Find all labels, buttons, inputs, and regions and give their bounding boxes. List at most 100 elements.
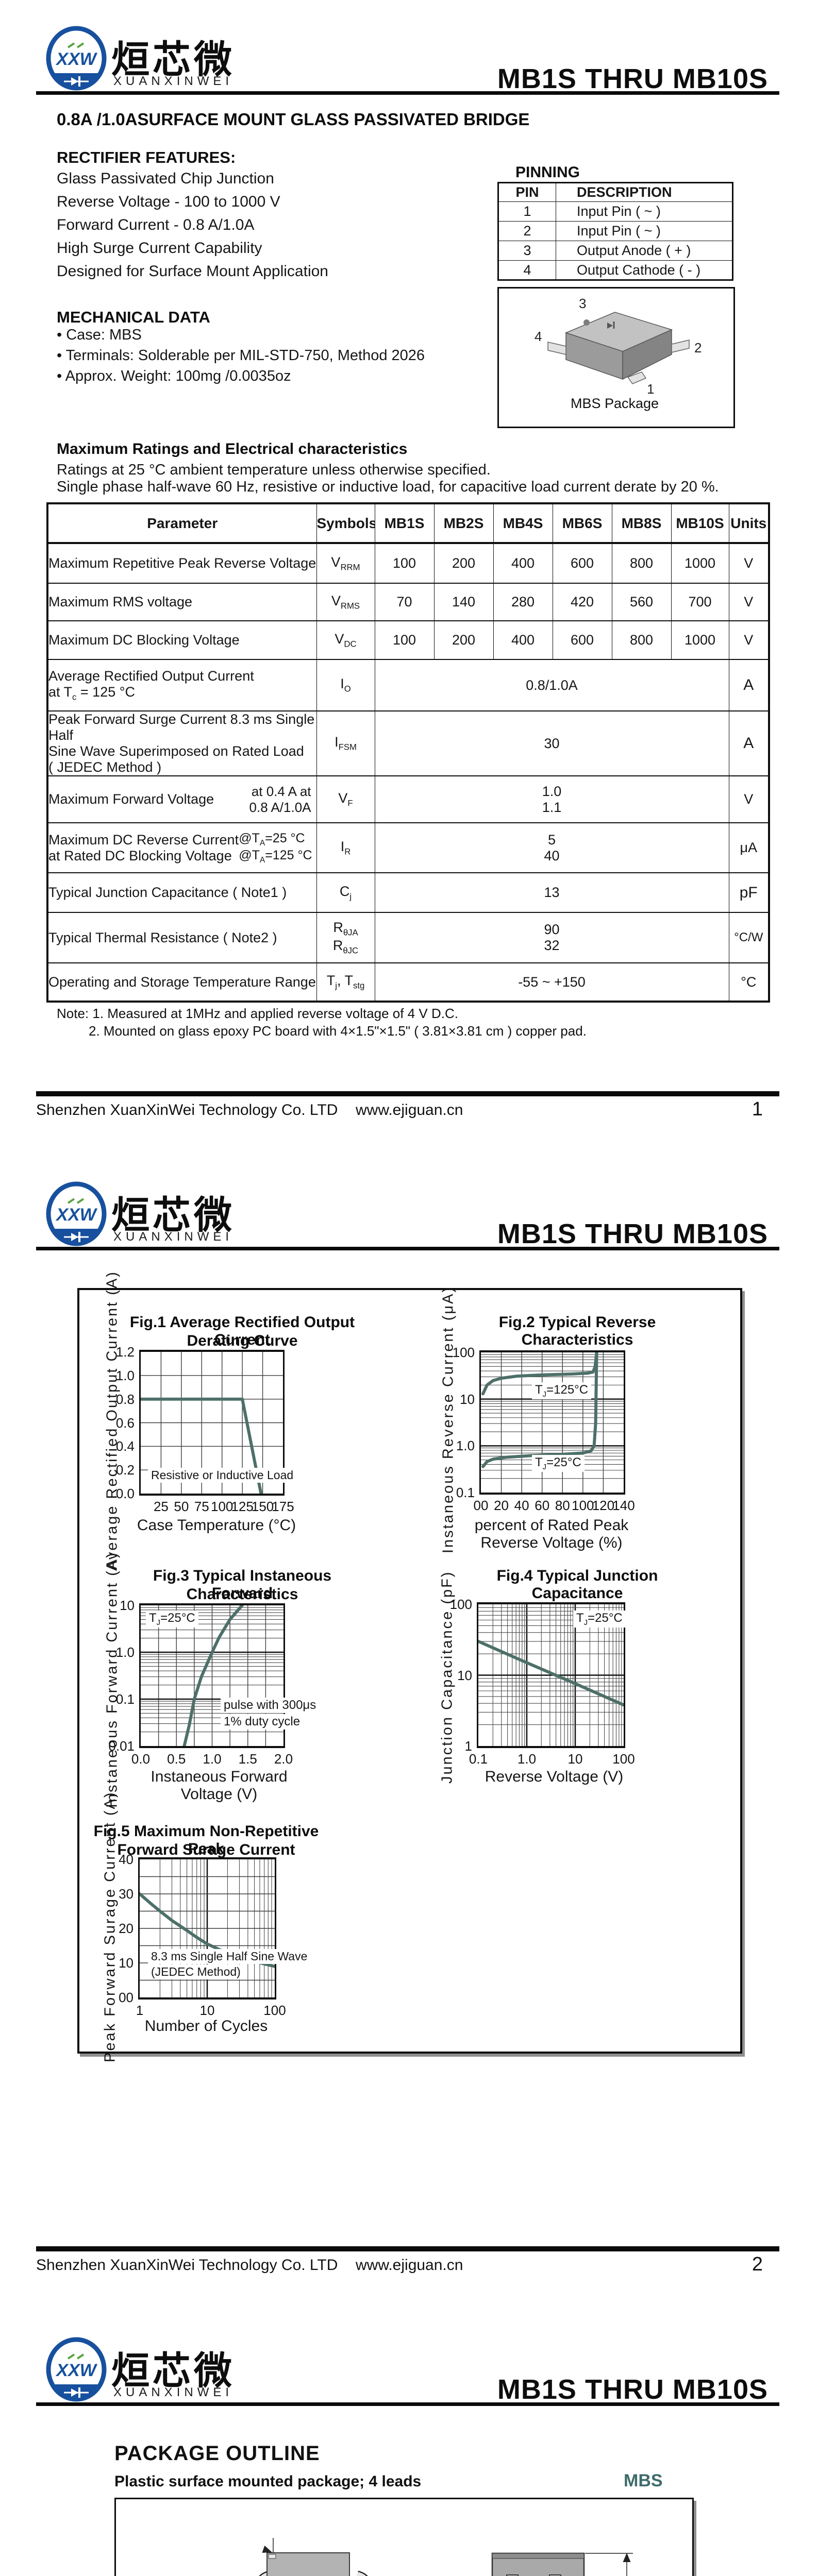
row-vf: Maximum Forward Voltage at 0.4 A at 0.8 A… (47, 775, 770, 823)
page-title: MB1S THRU MB10S (497, 1218, 768, 1249)
end-view-drawing (491, 2552, 633, 2576)
fig1-title: Fig.1 Average Rectified Output Current (129, 1314, 355, 1348)
param: Maximum DC Reverse Current at Rated DC Bl… (47, 822, 317, 873)
fig4-annotation-tj: TJ=25°C (573, 1611, 626, 1628)
footer-website[interactable]: www.ejiguan.cn (356, 2257, 463, 2274)
col-header: Parameter (47, 503, 317, 544)
feature-item: Designed for Surface Mount Application (57, 263, 328, 280)
fig4-xlabel: Reverse Voltage (V) (485, 1768, 624, 1785)
tick-label: 0.2 (115, 1462, 135, 1478)
fig3-title2: Characteristics (186, 1586, 298, 1603)
symbol: Cj (316, 872, 375, 913)
tick-label: 0.0 (131, 1751, 151, 1767)
feature-item: Forward Current - 0.8 A/1.0A (57, 216, 255, 233)
tick-label: 10 (199, 2003, 215, 2018)
mechanical-data-heading: MECHANICAL DATA (57, 308, 210, 326)
row-cj: Typical Junction Capacitance ( Note1 ) C… (47, 872, 770, 913)
brand-name-cn: 烜芯微 (111, 38, 235, 81)
tick-label: 0.1 (469, 1751, 488, 1767)
symbol: IFSM (316, 710, 375, 776)
fig2-series-tj125 (481, 1351, 598, 1396)
row-ir: Maximum DC Reverse Current at Rated DC Bl… (47, 822, 770, 873)
fig3-annotation-tj: TJ=25°C (146, 1611, 198, 1628)
footer-page-number: 2 (752, 2253, 763, 2275)
tick-label: 1.2 (115, 1344, 135, 1360)
header-rule (36, 1247, 779, 1250)
value: 70 (374, 583, 435, 621)
company-logo: XXW 烜芯微 XUANXINWEI (45, 2337, 241, 2405)
feature-item: Glass Passivated Chip Junction (57, 170, 274, 187)
lead-pin2 (671, 340, 690, 353)
value: 400 (493, 620, 553, 660)
fig2-annotation-cold: TJ=25°C (532, 1455, 585, 1472)
tick-label: 0.1 (115, 1691, 135, 1707)
unit: V (728, 620, 770, 660)
col-header: Symbols (316, 503, 375, 544)
unit: °C (728, 962, 770, 1002)
col-header: MB10S (671, 503, 729, 544)
footer-page-number: 1 (752, 1098, 763, 1120)
tick-label: 100 (572, 1498, 594, 1513)
features-heading: RECTIFIER FEATURES: (57, 148, 236, 166)
product-subtitle: 0.8A /1.0ASURFACE MOUNT GLASS PASSIVATED… (57, 110, 530, 129)
unit: V (728, 775, 770, 823)
tick-label: 1.0 (517, 1751, 537, 1767)
footer-rule (36, 2246, 779, 2251)
package-image-box: 3 4 2 1 MBS Package (497, 287, 735, 428)
logo-mark-icon: XXW (46, 2337, 107, 2402)
mechanical-data-list: • Case: MBS • Terminals: Solderable per … (57, 327, 425, 388)
tick-label: 100 (211, 1499, 233, 1514)
tick-label: 100 (263, 2003, 286, 2018)
pin-number: 3 (498, 241, 556, 261)
value-span: 1.0 1.1 (374, 775, 729, 823)
tick-label: 175 (272, 1499, 294, 1514)
row-vrms: Maximum RMS voltage VRMS 70 140 280 420 … (47, 583, 770, 621)
tick-label: 10 (457, 1667, 472, 1683)
fig3-series-vf (182, 1604, 244, 1748)
ratings-cond2: Single phase half-wave 60 Hz, resistive … (57, 479, 719, 495)
fig4-title: Fig.4 Typical Junction Capacitance (496, 1567, 658, 1602)
row-rth: Typical Thermal Resistance ( Note2 ) RθJ… (47, 912, 770, 963)
col-header: MB2S (433, 503, 494, 544)
tick-label: 150 (251, 1499, 274, 1514)
package-outline-heading: PACKAGE OUTLINE (114, 2442, 320, 2465)
logo-mark-icon: XXW (46, 1181, 107, 1246)
value: 800 (611, 543, 672, 584)
col-header: MB4S (493, 503, 553, 544)
value: 140 (433, 583, 494, 621)
tick-label: 0.1 (456, 1485, 475, 1500)
tick-label: 2.0 (274, 1751, 293, 1767)
symbol: RθJA RθJC (316, 912, 375, 963)
col-header: MB8S (611, 503, 672, 544)
unit: μA (728, 822, 770, 873)
fig5-title2: Forward Surage Current (117, 1841, 295, 1858)
value: 100 (374, 620, 435, 660)
symbol: IO (316, 659, 375, 711)
symbol: IR (316, 822, 375, 873)
tick-label: 20 (119, 1921, 133, 1936)
tick-label: 0.8 (115, 1391, 135, 1407)
fig1-xlabel: Case Temperature (°C) (137, 1517, 296, 1534)
param: Average Rectified Output Current at Tc =… (47, 659, 317, 711)
package-type-badge: MBS (624, 2471, 663, 2490)
tick-label: 0.6 (115, 1415, 135, 1431)
mech-item: • Terminals: Solderable per MIL-STD-750,… (57, 347, 425, 364)
lead-pin4 (547, 342, 566, 355)
pin3-dot-icon (583, 319, 590, 326)
value-span: -55 ~ +150 (374, 962, 729, 1002)
fig3-plot: 0.0 0.5 1.0 1.5 2.0 10 1.0 0.1 0.01 (108, 1598, 293, 1767)
fig2-ylabel: Instaneous Reverse Current (μA) (440, 1285, 457, 1553)
unit: A (728, 710, 770, 776)
header-rule (36, 2402, 779, 2406)
pin-number: 4 (498, 260, 556, 280)
tick-label: 75 (194, 1499, 209, 1514)
fig3-ylabel: Instaneous Forward Current (A) (104, 1551, 121, 1808)
pin3-label: 3 (579, 296, 586, 311)
pin-number: 1 (498, 201, 556, 222)
package-3d-drawing: 3 4 2 1 (535, 296, 702, 396)
logo-mark-icon: XXW (46, 26, 107, 91)
fig1-series-derating (139, 1397, 263, 1495)
note-1: Note: 1. Measured at 1MHz and applied re… (57, 1006, 458, 1021)
footer-website[interactable]: www.ejiguan.cn (356, 1101, 463, 1118)
